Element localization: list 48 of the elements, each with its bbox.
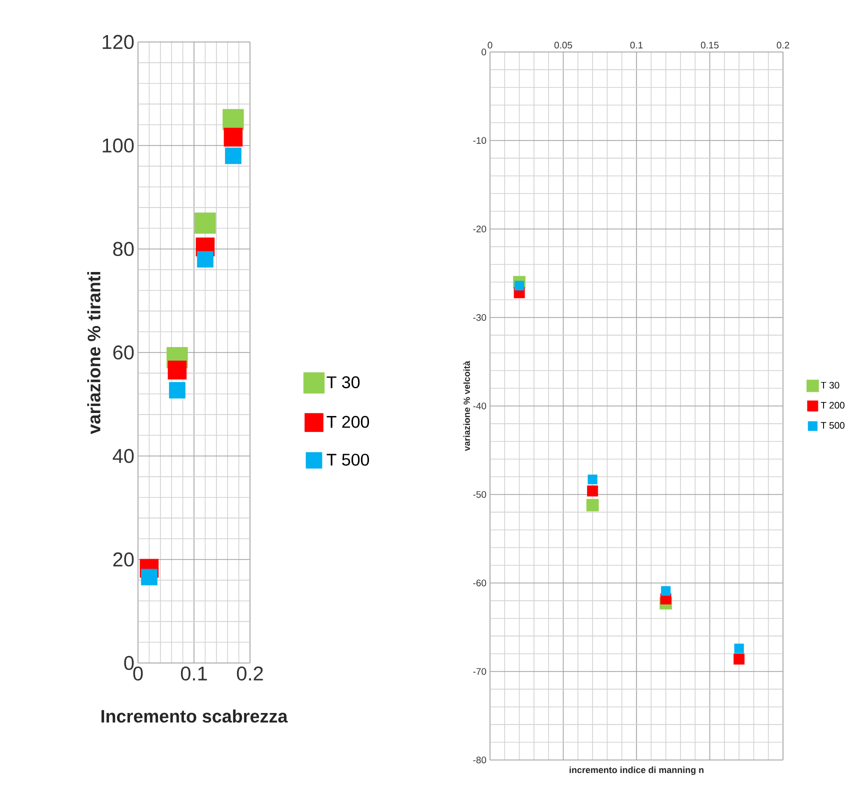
legend-label: T 30 [820,382,840,389]
point [588,474,598,484]
x-tick-label: 0 [488,42,492,48]
point [168,360,187,380]
point [224,128,243,147]
point [169,382,186,398]
point [661,586,671,596]
y-tick-label: 80 [113,242,134,256]
y-tick-label: -30 [473,314,486,321]
legend-label: T 500 [820,422,844,429]
point [194,212,216,234]
y-tick-label: -20 [473,226,486,232]
x-axis-title: incremento indice di manning n [570,766,704,775]
y-tick-label: 20 [113,552,134,567]
y-tick-label: 0 [124,656,134,670]
y-axis-title: variazione % velcoità [463,360,470,452]
legend-label: T 500 [326,454,370,466]
y-tick-label: -10 [473,137,486,144]
x-tick-label: 0.05 [554,42,572,48]
point [586,498,599,512]
point [141,568,158,586]
legend-label: T 200 [326,416,370,428]
point [734,654,745,665]
point [225,148,242,164]
y-tick-label: -40 [473,402,486,410]
x-tick-label: 0.1 [180,666,207,681]
point [514,280,524,290]
point [734,644,744,654]
x-tick-label: 0 [133,666,143,681]
x-tick-label: 0.2 [236,666,263,681]
y-tick-label: -80 [473,756,486,764]
y-tick-label: 0 [482,48,486,56]
x-tick-label: 0.2 [776,42,790,48]
legend-label: T 30 [326,376,360,388]
y-tick-label: 40 [112,448,134,464]
y-tick-label: -50 [473,491,486,498]
point [587,485,598,496]
y-axis-title: variazione % tiranti [87,272,100,434]
x-axis-title: Incremento scabrezza [102,709,288,723]
y-tick-label: 60 [113,345,134,360]
x-tick-label: 0.1 [630,42,643,48]
point [197,251,214,268]
legend-label: T 200 [820,402,844,409]
x-tick-label: 0.15 [700,42,719,48]
y-tick-label: -70 [473,668,486,675]
y-tick-label: 100 [102,138,134,153]
y-tick-label: -60 [473,580,486,586]
y-tick-label: 120 [102,34,134,50]
